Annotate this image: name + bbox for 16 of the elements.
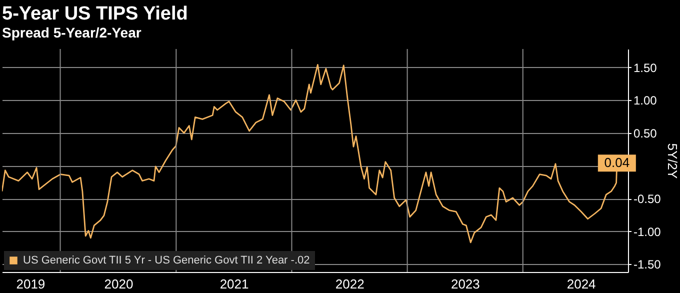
y-tick-label: -0.50 bbox=[634, 192, 662, 206]
x-tick-label: 2022 bbox=[335, 276, 364, 292]
y-tick-label: -1.00 bbox=[634, 224, 662, 239]
y-tick-label: -1.50 bbox=[634, 258, 662, 272]
chart-subtitle: Spread 5-Year/2-Year bbox=[2, 24, 142, 40]
x-tick-label: 2021 bbox=[220, 276, 249, 292]
x-tick-label: 2024 bbox=[566, 276, 596, 292]
y-tick-label: 1.50 bbox=[634, 60, 658, 75]
y-tick-label: 1.00 bbox=[634, 94, 658, 108]
x-tick-label: 2020 bbox=[104, 276, 134, 292]
y-tick-label: 0.50 bbox=[634, 126, 658, 140]
chart-title: 5-Year US TIPS Yield bbox=[2, 4, 188, 24]
x-tick-label: 2019 bbox=[16, 276, 46, 292]
legend-label: US Generic Govt TII 5 Yr - US Generic Govt TII 2 Year -.02 bbox=[23, 254, 310, 266]
y-axis-title: 5Y/2Y bbox=[664, 143, 680, 180]
x-tick-label: 2023 bbox=[450, 276, 480, 292]
